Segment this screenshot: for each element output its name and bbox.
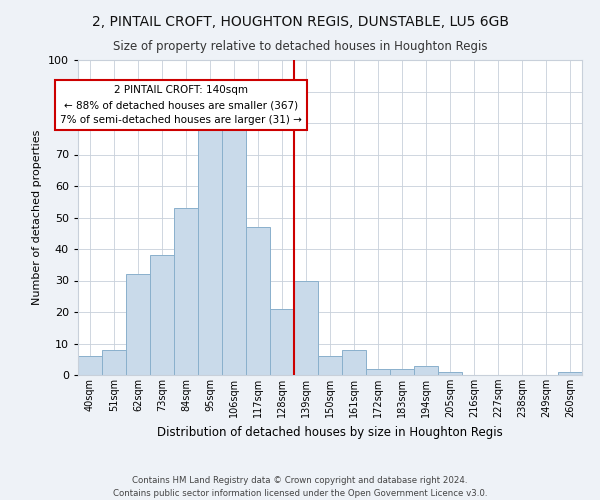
Bar: [342, 350, 366, 375]
Bar: [126, 274, 150, 375]
Text: Contains HM Land Registry data © Crown copyright and database right 2024.
Contai: Contains HM Land Registry data © Crown c…: [113, 476, 487, 498]
X-axis label: Distribution of detached houses by size in Houghton Regis: Distribution of detached houses by size …: [157, 426, 503, 438]
Bar: [414, 366, 438, 375]
Bar: [366, 368, 390, 375]
Bar: [102, 350, 126, 375]
Text: Size of property relative to detached houses in Houghton Regis: Size of property relative to detached ho…: [113, 40, 487, 53]
Bar: [390, 368, 414, 375]
Text: 2, PINTAIL CROFT, HOUGHTON REGIS, DUNSTABLE, LU5 6GB: 2, PINTAIL CROFT, HOUGHTON REGIS, DUNSTA…: [91, 15, 509, 29]
Bar: [270, 309, 294, 375]
Bar: [222, 123, 246, 375]
Y-axis label: Number of detached properties: Number of detached properties: [32, 130, 43, 305]
Bar: [558, 372, 582, 375]
Bar: [246, 227, 270, 375]
Text: 2 PINTAIL CROFT: 140sqm
← 88% of detached houses are smaller (367)
7% of semi-de: 2 PINTAIL CROFT: 140sqm ← 88% of detache…: [60, 85, 302, 125]
Bar: [174, 208, 198, 375]
Bar: [198, 120, 222, 375]
Bar: [438, 372, 462, 375]
Bar: [150, 256, 174, 375]
Bar: [294, 280, 318, 375]
Bar: [78, 356, 102, 375]
Bar: [318, 356, 342, 375]
